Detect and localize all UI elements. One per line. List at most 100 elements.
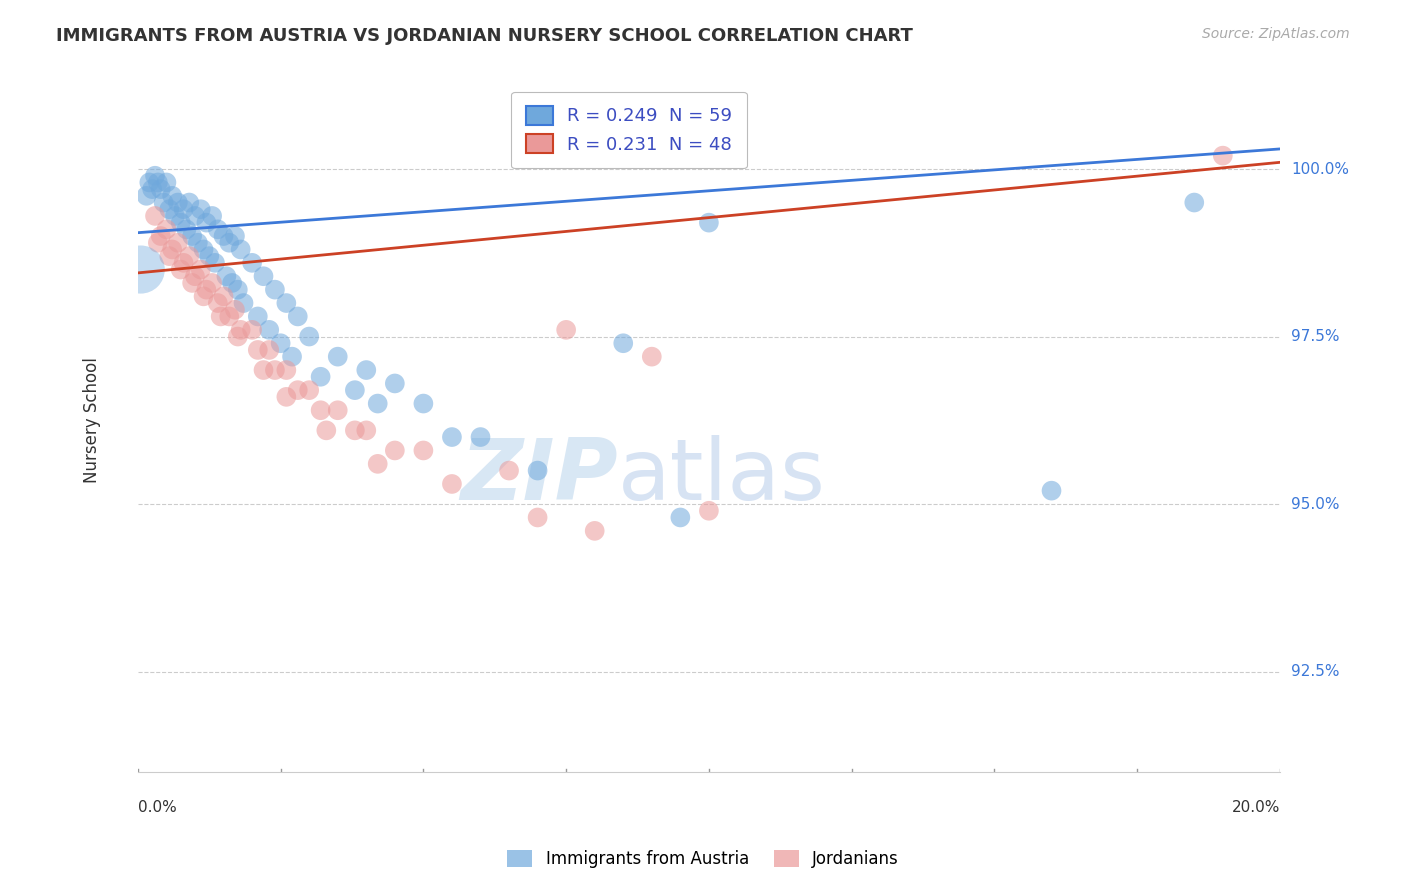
- Point: [160, 189, 183, 203]
- Point: [224, 302, 246, 317]
- Point: [641, 350, 664, 364]
- Point: [207, 222, 229, 236]
- Point: [201, 276, 224, 290]
- Text: 97.5%: 97.5%: [1291, 329, 1340, 344]
- Point: [470, 430, 492, 444]
- Point: [298, 383, 321, 397]
- Point: [264, 283, 287, 297]
- Point: [1182, 195, 1205, 210]
- Point: [697, 216, 720, 230]
- Point: [149, 182, 172, 196]
- Point: [129, 262, 152, 277]
- Point: [257, 343, 280, 357]
- Point: [298, 329, 321, 343]
- Point: [163, 209, 186, 223]
- Point: [232, 296, 254, 310]
- Point: [526, 510, 548, 524]
- Point: [143, 169, 166, 183]
- Point: [152, 195, 174, 210]
- Point: [155, 222, 177, 236]
- Point: [184, 269, 207, 284]
- Point: [240, 323, 263, 337]
- Point: [356, 423, 378, 437]
- Text: ZIP: ZIP: [460, 435, 617, 518]
- Point: [367, 396, 389, 410]
- Point: [195, 216, 218, 230]
- Point: [229, 323, 252, 337]
- Point: [179, 195, 201, 210]
- Point: [257, 323, 280, 337]
- Point: [160, 243, 183, 257]
- Point: [224, 229, 246, 244]
- Point: [326, 350, 349, 364]
- Point: [204, 256, 226, 270]
- Point: [143, 209, 166, 223]
- Point: [193, 289, 215, 303]
- Point: [229, 243, 252, 257]
- Point: [343, 423, 366, 437]
- Point: [343, 383, 366, 397]
- Text: 92.5%: 92.5%: [1291, 664, 1340, 679]
- Point: [276, 390, 298, 404]
- Point: [146, 235, 169, 250]
- Legend: Immigrants from Austria, Jordanians: Immigrants from Austria, Jordanians: [501, 843, 905, 875]
- Point: [669, 510, 692, 524]
- Point: [526, 464, 548, 478]
- Point: [218, 310, 240, 324]
- Point: [309, 369, 332, 384]
- Text: Nursery School: Nursery School: [83, 358, 101, 483]
- Point: [276, 296, 298, 310]
- Text: IMMIGRANTS FROM AUSTRIA VS JORDANIAN NURSERY SCHOOL CORRELATION CHART: IMMIGRANTS FROM AUSTRIA VS JORDANIAN NUR…: [56, 27, 912, 45]
- Point: [138, 176, 160, 190]
- Point: [264, 363, 287, 377]
- Point: [149, 229, 172, 244]
- Point: [612, 336, 634, 351]
- Legend: R = 0.249  N = 59, R = 0.231  N = 48: R = 0.249 N = 59, R = 0.231 N = 48: [512, 92, 747, 169]
- Point: [226, 329, 249, 343]
- Point: [281, 350, 304, 364]
- Point: [176, 222, 198, 236]
- Point: [440, 477, 463, 491]
- Text: 0.0%: 0.0%: [138, 800, 177, 815]
- Point: [146, 176, 169, 190]
- Point: [270, 336, 292, 351]
- Point: [157, 202, 180, 217]
- Point: [170, 262, 193, 277]
- Point: [412, 443, 434, 458]
- Text: 20.0%: 20.0%: [1232, 800, 1279, 815]
- Point: [166, 235, 188, 250]
- Point: [356, 363, 378, 377]
- Point: [195, 283, 218, 297]
- Point: [326, 403, 349, 417]
- Point: [179, 249, 201, 263]
- Point: [207, 296, 229, 310]
- Point: [135, 189, 157, 203]
- Point: [209, 310, 232, 324]
- Point: [155, 176, 177, 190]
- Point: [184, 209, 207, 223]
- Point: [212, 289, 235, 303]
- Point: [166, 195, 188, 210]
- Point: [384, 443, 406, 458]
- Point: [170, 216, 193, 230]
- Point: [181, 229, 204, 244]
- Point: [697, 504, 720, 518]
- Point: [367, 457, 389, 471]
- Point: [287, 383, 309, 397]
- Point: [555, 323, 578, 337]
- Point: [1212, 148, 1234, 162]
- Point: [246, 343, 269, 357]
- Point: [190, 262, 212, 277]
- Point: [252, 363, 274, 377]
- Text: Source: ZipAtlas.com: Source: ZipAtlas.com: [1202, 27, 1350, 41]
- Point: [440, 430, 463, 444]
- Point: [287, 310, 309, 324]
- Point: [193, 243, 215, 257]
- Point: [173, 256, 195, 270]
- Point: [190, 202, 212, 217]
- Point: [215, 269, 238, 284]
- Point: [198, 249, 221, 263]
- Point: [384, 376, 406, 391]
- Point: [252, 269, 274, 284]
- Point: [212, 229, 235, 244]
